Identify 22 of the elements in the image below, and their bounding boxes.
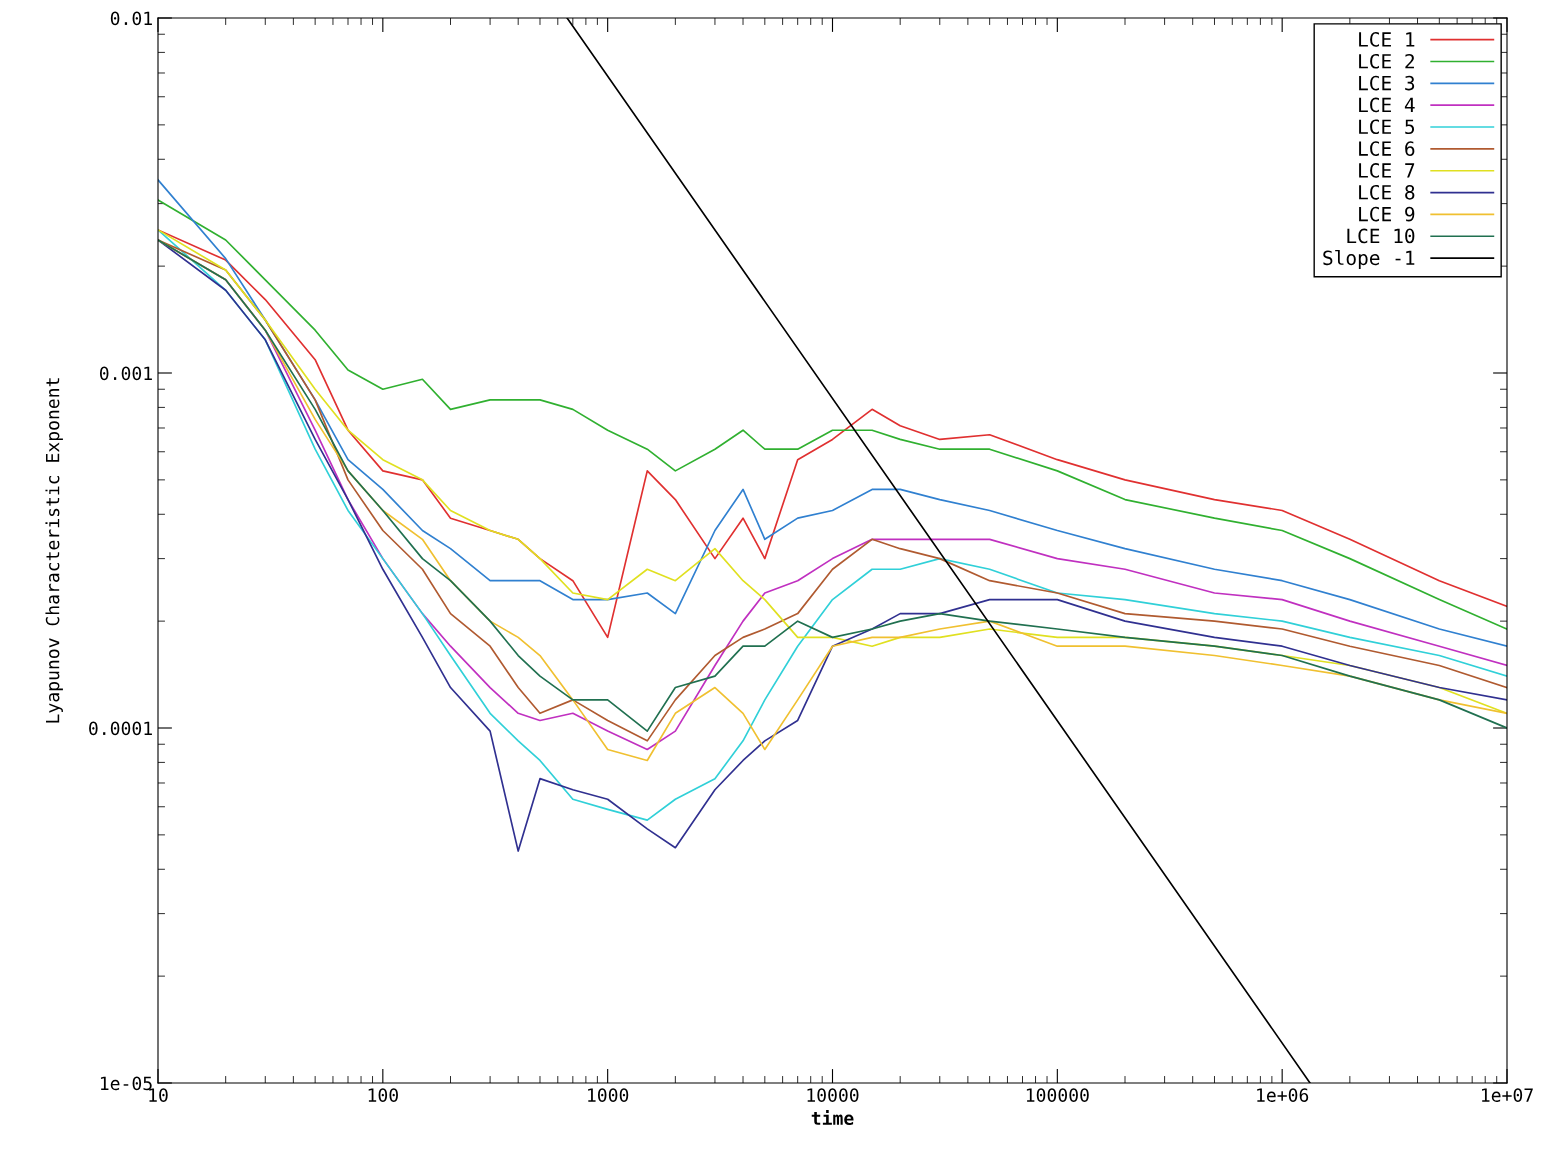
y-axis-title: Lyapunov Characteristic Exponent — [45, 378, 63, 723]
legend-label: LCE 10 — [1347, 228, 1415, 244]
x-axis-title: time — [811, 1110, 854, 1125]
legend-label: Slope -1 — [1323, 250, 1415, 269]
legend-label: LCE 5 — [1359, 119, 1415, 135]
y-tick-label: 0.001 — [99, 366, 152, 381]
legend-label: LCE 4 — [1359, 97, 1415, 113]
legend-label: LCE 8 — [1359, 184, 1415, 200]
legend-label: LCE 6 — [1359, 141, 1415, 156]
x-tick-label: 1e+06 — [1257, 1088, 1309, 1102]
y-tick-label: 0.0001 — [89, 721, 152, 736]
legend-label: LCE 3 — [1359, 75, 1415, 91]
x-tick-label: 100 — [368, 1088, 398, 1102]
legend-label: LCE 2 — [1359, 53, 1414, 69]
legend-label: LCE 7 — [1359, 163, 1415, 178]
x-tick-label: 100000 — [1026, 1088, 1089, 1102]
legend-label: LCE 1 — [1359, 32, 1415, 47]
x-tick-label: 1e+07 — [1481, 1088, 1533, 1102]
x-tick-label: 1000 — [588, 1088, 629, 1102]
legend-label: LCE 9 — [1359, 206, 1415, 222]
x-tick-label: 10000 — [807, 1088, 859, 1102]
y-tick-label: 0.01 — [110, 11, 152, 26]
